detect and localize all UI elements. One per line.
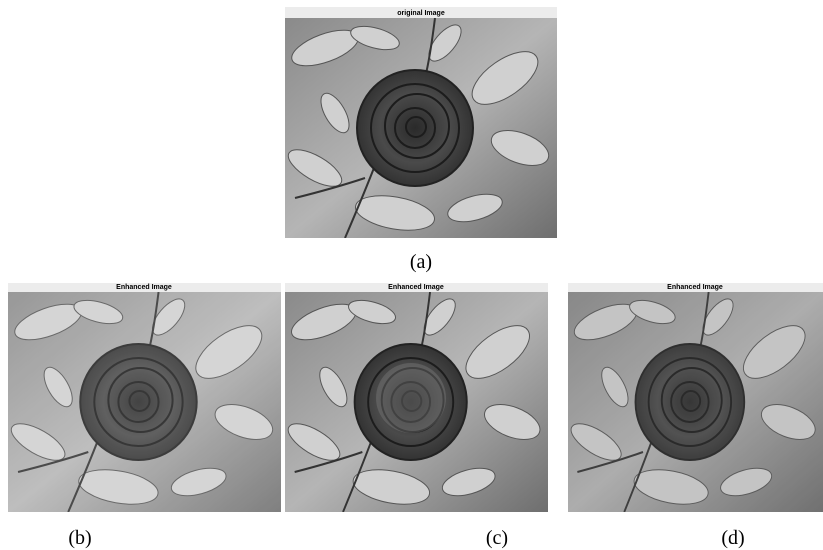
- panel-c: Enhanced Image (c): [283, 283, 548, 549]
- image: [283, 18, 557, 238]
- caption: (a): [410, 251, 432, 273]
- panel-title: original Image: [397, 10, 445, 17]
- caption: (c): [486, 527, 508, 549]
- panel-title: Enhanced Image: [667, 284, 723, 291]
- panel-title: Enhanced Image: [116, 284, 172, 291]
- rose-highlight: [376, 363, 446, 433]
- panel-title: Enhanced Image: [388, 284, 444, 291]
- contrast-overlay: [8, 292, 281, 512]
- figure: original Image (a) Enhanced Image (b) En…: [0, 0, 823, 550]
- figure-canvas: original Image (a) Enhanced Image (b) En…: [0, 0, 823, 550]
- panel-d: Enhanced Image (d): [566, 283, 823, 549]
- panel-b: Enhanced Image (b): [6, 283, 281, 549]
- contrast-overlay: [568, 292, 823, 512]
- panel-a: original Image (a): [283, 7, 557, 273]
- caption: (d): [721, 527, 744, 549]
- caption: (b): [68, 527, 91, 549]
